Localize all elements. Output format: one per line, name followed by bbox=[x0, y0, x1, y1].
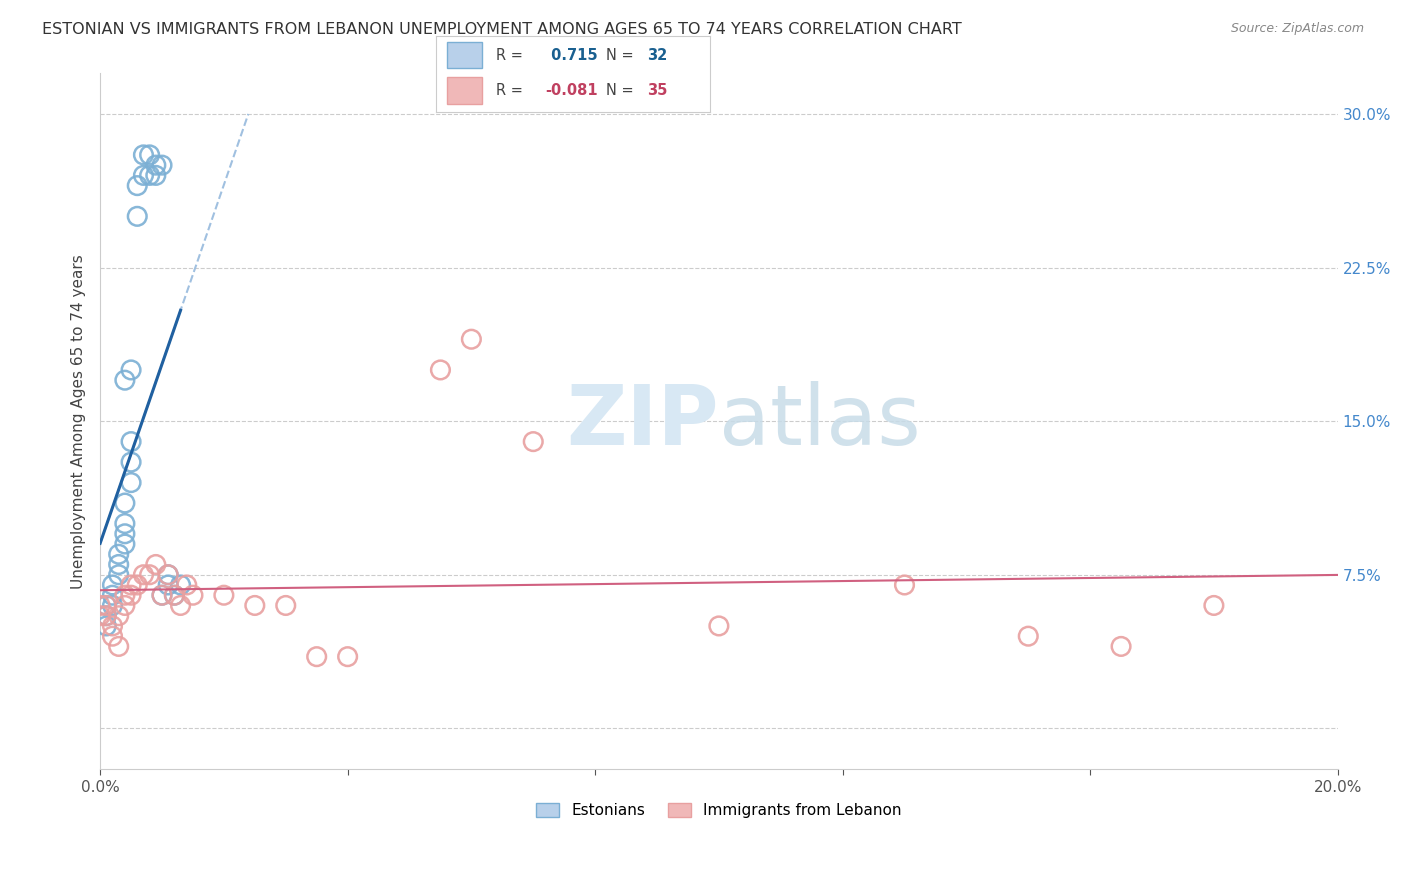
Point bbox=[707, 619, 730, 633]
Point bbox=[145, 158, 167, 172]
Point bbox=[1202, 599, 1225, 613]
Point bbox=[101, 629, 124, 643]
Point bbox=[114, 373, 136, 387]
Point bbox=[89, 599, 111, 613]
Point bbox=[107, 640, 129, 654]
Point bbox=[274, 599, 297, 613]
Text: N =: N = bbox=[606, 83, 638, 98]
Point bbox=[305, 649, 328, 664]
Point bbox=[101, 578, 124, 592]
Point bbox=[96, 608, 118, 623]
Point bbox=[96, 608, 118, 623]
Point bbox=[138, 567, 160, 582]
Point bbox=[1109, 640, 1132, 654]
Point bbox=[212, 588, 235, 602]
Point bbox=[114, 588, 136, 602]
Point bbox=[163, 588, 186, 602]
Point bbox=[893, 578, 915, 592]
Point bbox=[336, 649, 359, 664]
Point bbox=[132, 169, 155, 183]
Point bbox=[429, 363, 451, 377]
Y-axis label: Unemployment Among Ages 65 to 74 years: Unemployment Among Ages 65 to 74 years bbox=[72, 253, 86, 589]
Point bbox=[107, 547, 129, 561]
Point bbox=[157, 578, 180, 592]
Point bbox=[127, 578, 149, 592]
Point bbox=[96, 599, 118, 613]
Point bbox=[107, 558, 129, 572]
FancyBboxPatch shape bbox=[447, 42, 482, 69]
Point bbox=[181, 588, 204, 602]
Point bbox=[107, 567, 129, 582]
Point bbox=[101, 588, 124, 602]
Point bbox=[120, 578, 142, 592]
Text: ESTONIAN VS IMMIGRANTS FROM LEBANON UNEMPLOYMENT AMONG AGES 65 TO 74 YEARS CORRE: ESTONIAN VS IMMIGRANTS FROM LEBANON UNEM… bbox=[42, 22, 962, 37]
Text: N =: N = bbox=[606, 48, 638, 63]
Text: atlas: atlas bbox=[718, 381, 921, 462]
Point bbox=[120, 455, 142, 469]
Point bbox=[101, 619, 124, 633]
Point bbox=[169, 599, 191, 613]
Point bbox=[127, 178, 149, 193]
Text: 32: 32 bbox=[647, 48, 668, 63]
Point bbox=[522, 434, 544, 449]
Point bbox=[120, 475, 142, 490]
Point bbox=[114, 537, 136, 551]
Point bbox=[132, 567, 155, 582]
Point bbox=[114, 526, 136, 541]
Point bbox=[157, 567, 180, 582]
Point bbox=[127, 210, 149, 224]
Point bbox=[460, 332, 482, 346]
Point bbox=[145, 169, 167, 183]
Text: 0.715: 0.715 bbox=[546, 48, 598, 63]
Point bbox=[132, 148, 155, 162]
Text: -0.081: -0.081 bbox=[546, 83, 598, 98]
Text: Source: ZipAtlas.com: Source: ZipAtlas.com bbox=[1230, 22, 1364, 36]
Point bbox=[150, 158, 173, 172]
Point bbox=[114, 516, 136, 531]
Text: R =: R = bbox=[496, 83, 527, 98]
Point bbox=[114, 599, 136, 613]
Point bbox=[120, 363, 142, 377]
Point bbox=[145, 558, 167, 572]
Point bbox=[96, 619, 118, 633]
Point bbox=[176, 578, 198, 592]
Point bbox=[120, 588, 142, 602]
Point bbox=[150, 588, 173, 602]
Point bbox=[157, 567, 180, 582]
Point bbox=[169, 578, 191, 592]
Point bbox=[114, 496, 136, 510]
Point bbox=[89, 608, 111, 623]
Text: 35: 35 bbox=[647, 83, 668, 98]
Point bbox=[101, 599, 124, 613]
Legend: Estonians, Immigrants from Lebanon: Estonians, Immigrants from Lebanon bbox=[530, 797, 908, 824]
Point bbox=[96, 599, 118, 613]
Text: ZIP: ZIP bbox=[567, 381, 718, 462]
Point bbox=[163, 588, 186, 602]
Text: R =: R = bbox=[496, 48, 527, 63]
FancyBboxPatch shape bbox=[447, 78, 482, 104]
Point bbox=[243, 599, 266, 613]
Point bbox=[107, 608, 129, 623]
Point bbox=[138, 148, 160, 162]
Point bbox=[120, 434, 142, 449]
Point bbox=[150, 588, 173, 602]
Point bbox=[1017, 629, 1039, 643]
Point bbox=[138, 169, 160, 183]
